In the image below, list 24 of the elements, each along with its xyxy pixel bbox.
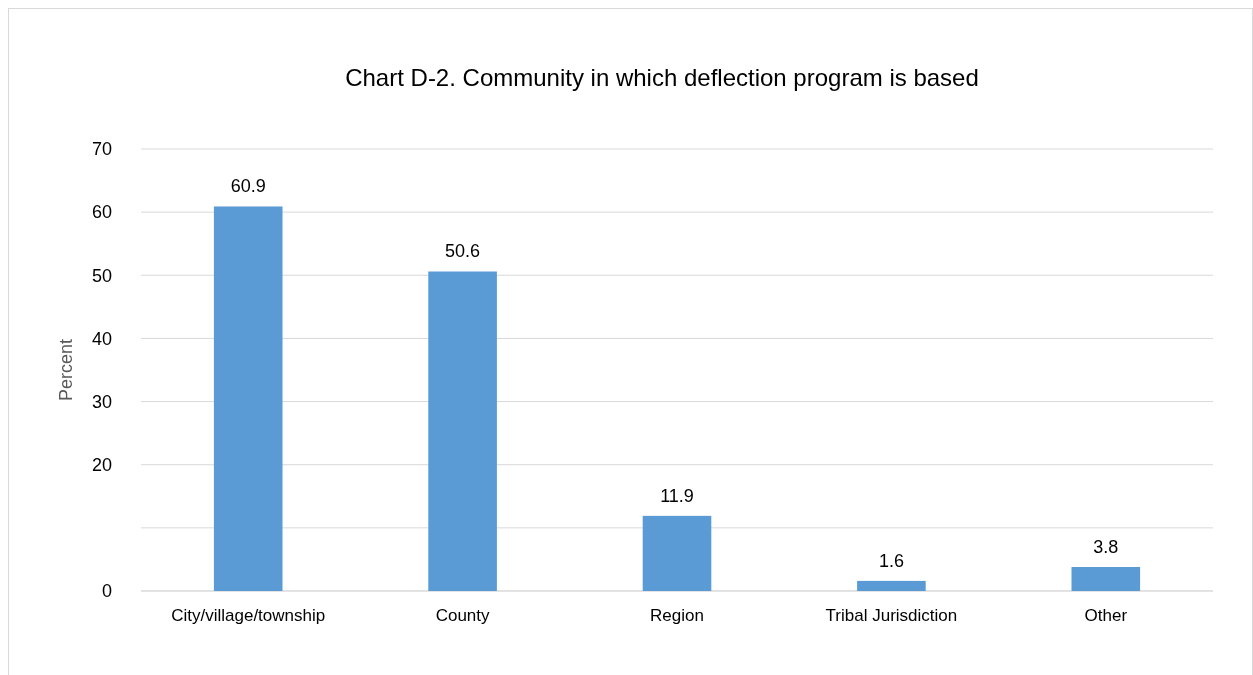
data-label: 3.8 [1093, 537, 1119, 558]
y-axis-title: Percent [56, 338, 76, 402]
data-label: 50.6 [445, 241, 481, 262]
y-tick-label: 40 [91, 328, 112, 349]
x-tick-label: City/village/township [171, 606, 326, 625]
y-tick-label: 20 [91, 455, 112, 476]
data-label: 60.9 [230, 176, 266, 197]
y-tick-label: 50 [91, 265, 112, 286]
x-tick-label: Other [1084, 606, 1128, 625]
y-tick-label: 0 [101, 581, 112, 602]
x-tick-label: Region [650, 606, 704, 625]
bar [428, 271, 497, 591]
bar [213, 206, 283, 591]
bar [1071, 567, 1141, 591]
y-tick-label: 60 [91, 202, 112, 223]
x-tick-label: Tribal Jurisdiction [825, 606, 958, 625]
y-tick-label: 70 [91, 139, 112, 160]
bar [857, 580, 926, 591]
bar [642, 515, 712, 591]
y-tick-label: 30 [91, 391, 112, 412]
chart-title: Chart D-2. Community in which deflection program is based [345, 64, 979, 91]
data-label: 11.9 [660, 485, 694, 506]
x-tick-label: County [435, 606, 491, 625]
data-label: 1.6 [878, 550, 904, 571]
